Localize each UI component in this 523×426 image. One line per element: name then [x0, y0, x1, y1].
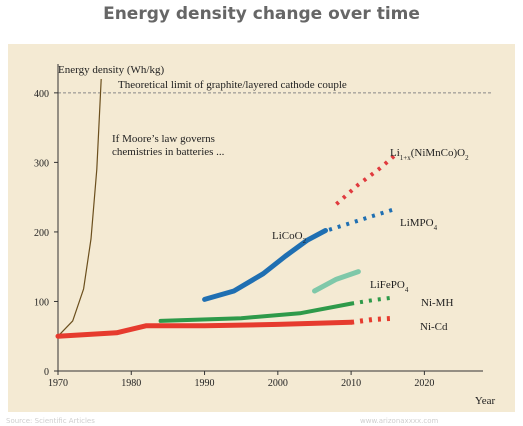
series-dotted-Ni-MH	[350, 295, 396, 306]
limit-label: Theoretical limit of graphite/layered ca…	[118, 79, 347, 91]
y-tick-label: 100	[34, 297, 49, 308]
moore-label: If Moore’s law governs	[112, 133, 215, 145]
y-tick-label: 200	[34, 228, 49, 239]
series-label-Ni-MH: Ni-MH	[421, 297, 453, 309]
series-line-Ni-Cd	[55, 319, 354, 339]
energy-density-chart: Theoretical limit of graphite/layered ca…	[34, 64, 496, 407]
series-dotted-Li1+x(NiMnCo)O2	[335, 150, 401, 206]
series-label-LiFePO4: LiFePO4	[370, 279, 409, 294]
series-line-LiCoO2	[202, 228, 328, 302]
x-tick-label: 1990	[195, 378, 215, 389]
series-line-Ni-MH	[158, 301, 354, 323]
x-tick-label: 1980	[121, 378, 141, 389]
x-axis-label: Year	[475, 395, 496, 407]
chart-panel: Theoretical limit of graphite/layered ca…	[8, 44, 515, 412]
series-label-Li1+x(NiMnCo)O2: Li1+x(NiMnCo)O2	[390, 147, 469, 162]
series-label-Ni-Cd: Ni-Cd	[420, 321, 448, 333]
series-dotted-LiMPO4	[328, 207, 396, 232]
page-title: Energy density change over time	[103, 4, 420, 24]
series-label-LiMPO4: LiMPO4	[400, 217, 438, 232]
footer-website: www.arizonaxxxx.com	[360, 417, 439, 425]
series-label-LiCoO2: LiCoO2	[272, 230, 307, 245]
y-tick-label: 0	[44, 367, 49, 378]
moore-curve	[57, 78, 102, 337]
x-tick-label: 2010	[341, 378, 361, 389]
y-tick-label: 400	[34, 89, 49, 100]
moore-label: chemistries in batteries ...	[112, 146, 225, 158]
x-tick-label: 2020	[414, 378, 434, 389]
x-tick-label: 2000	[268, 378, 288, 389]
y-axis-label: Energy density (Wh/kg)	[58, 64, 164, 76]
y-tick-label: 300	[34, 158, 49, 169]
series-line-LiFePO4	[312, 269, 361, 294]
x-tick-label: 1970	[48, 378, 68, 389]
series-dotted-Ni-Cd	[350, 315, 396, 325]
footer-source: Source: Scientific Articles	[6, 417, 95, 425]
